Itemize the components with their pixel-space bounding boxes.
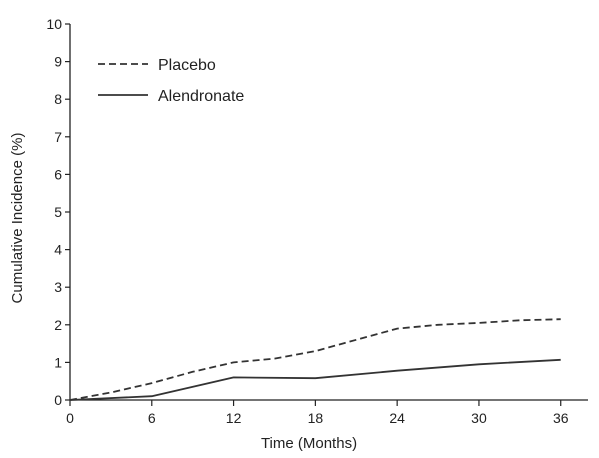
series-line-placebo [69, 318, 561, 401]
x-tick-label: 24 [389, 410, 405, 426]
x-tick-label: 0 [66, 410, 74, 426]
y-tick-label: 10 [46, 16, 62, 32]
y-tick-label: 3 [54, 279, 62, 295]
y-tick-label: 1 [54, 354, 62, 370]
y-tick-label: 0 [54, 392, 62, 408]
axes [69, 24, 588, 401]
legend-label-placebo: Placebo [158, 57, 216, 74]
x-tick-label: 18 [308, 410, 324, 426]
y-tick-label: 2 [54, 317, 62, 333]
y-tick-label: 4 [54, 242, 62, 258]
legend-label-alendronate: Alendronate [158, 88, 244, 105]
x-tick-label: 12 [226, 410, 242, 426]
legend: Placebo Alendronate [98, 57, 244, 105]
series-line-alendronate [69, 358, 561, 401]
x-tick-label: 30 [471, 410, 487, 426]
y-axis-title: Cumulative Incidence (%) [9, 133, 26, 304]
y-tick-label: 6 [54, 166, 62, 182]
y-tick-label: 5 [54, 204, 62, 220]
y-tick-label: 9 [54, 54, 62, 70]
series-lines [69, 318, 561, 401]
y-tick-label: 8 [54, 91, 62, 107]
x-axis-title: Time (Months) [261, 435, 357, 452]
x-tick-label: 36 [553, 410, 569, 426]
y-tick-label: 7 [54, 129, 62, 145]
x-tick-label: 6 [148, 410, 156, 426]
